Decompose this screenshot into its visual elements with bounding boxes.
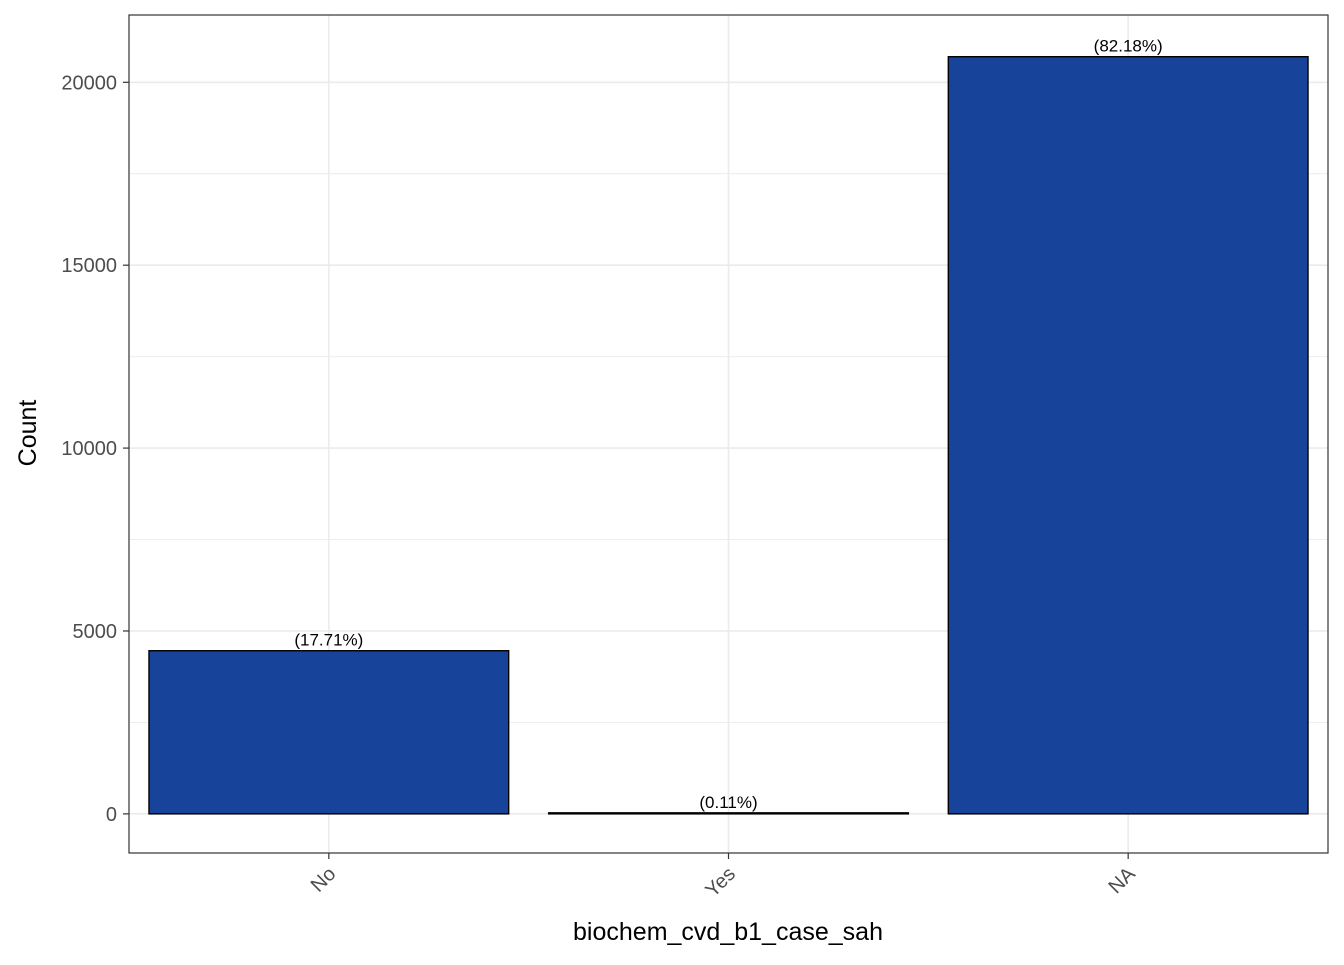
- x-tick-label: Yes: [701, 863, 740, 902]
- bar-percent-label: (0.11%): [699, 793, 757, 812]
- y-tick-label: 5000: [73, 621, 118, 643]
- bar-na: [947, 55, 1309, 815]
- bars: [148, 55, 1309, 815]
- x-axis-title: biochem_cvd_b1_case_sah: [573, 918, 883, 946]
- bar-percent-label: (82.18%): [1094, 37, 1163, 56]
- y-axis: 0 5000 10000 15000 20000: [61, 72, 129, 826]
- y-tick-label: 0: [106, 804, 117, 826]
- bar-labels: (17.71%) (0.11%) (82.18%): [294, 37, 1162, 812]
- x-tick-label: No: [307, 863, 341, 897]
- y-tick-label: 15000: [61, 255, 117, 277]
- y-tick-label: 10000: [61, 438, 117, 460]
- y-tick-label: 20000: [61, 72, 117, 94]
- x-tick-label: NA: [1104, 863, 1140, 899]
- bar-no: [148, 650, 510, 815]
- y-axis-title: Count: [14, 400, 42, 467]
- bar-yes: [547, 812, 910, 815]
- bar-percent-label: (17.71%): [294, 631, 363, 650]
- x-axis: No Yes NA: [307, 853, 1140, 902]
